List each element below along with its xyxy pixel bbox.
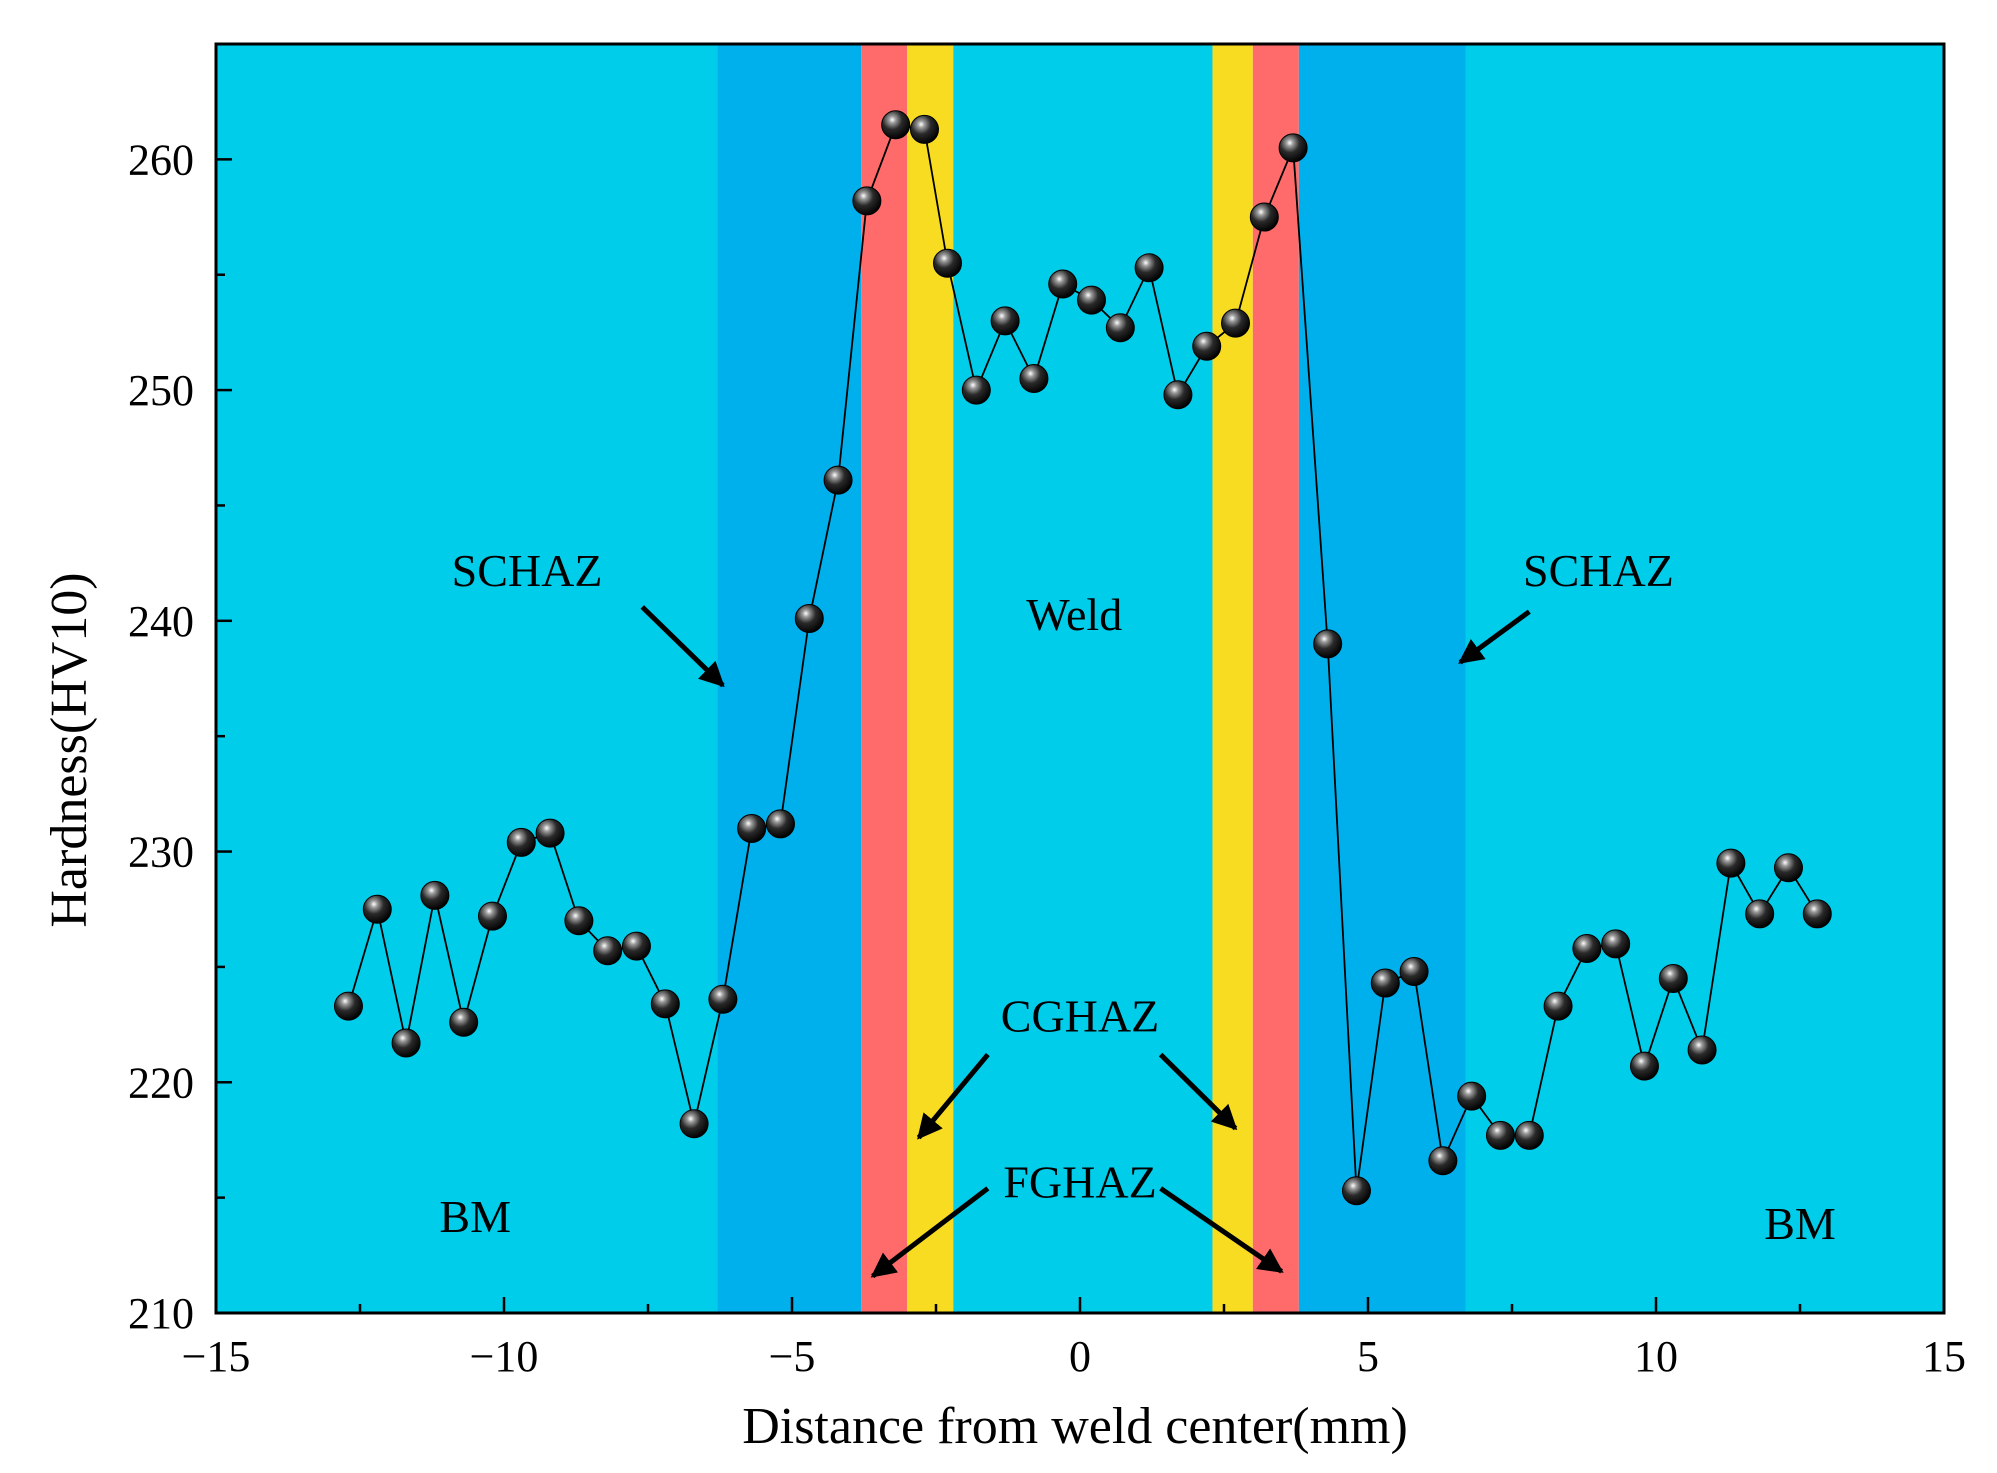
y-tick-label: 210: [128, 1289, 194, 1338]
data-point: [1457, 1081, 1487, 1111]
zone-band-cghaz-5: [1212, 44, 1253, 1313]
arrow-schaz: [640, 605, 725, 688]
x-tick-label: 0: [1069, 1332, 1091, 1381]
data-point: [621, 931, 651, 961]
y-tick-label: 240: [128, 597, 194, 646]
data-point: [1399, 957, 1429, 987]
arrow-fghaz: [870, 1186, 990, 1279]
data-point: [1543, 991, 1573, 1021]
data-point: [1077, 285, 1107, 315]
arrow-fghaz-right: [1159, 1186, 1284, 1274]
data-point: [881, 110, 911, 140]
data-point: [1278, 133, 1308, 163]
x-tick-label: −5: [769, 1332, 816, 1381]
x-tick-label: −10: [470, 1332, 539, 1381]
data-point: [1341, 1176, 1371, 1206]
data-point: [1163, 380, 1193, 410]
data-point: [933, 248, 963, 278]
data-point: [708, 984, 738, 1014]
data-point: [650, 989, 680, 1019]
data-point: [909, 114, 939, 144]
x-axis-title: Distance from weld center(mm): [742, 1398, 1408, 1455]
data-point: [1802, 899, 1832, 929]
arrow-cghaz: [916, 1052, 990, 1140]
zone-band-bm-8: [1465, 44, 1944, 1313]
data-point: [1428, 1146, 1458, 1176]
data-point: [1687, 1035, 1717, 1065]
hardness-series: [333, 110, 1832, 1206]
data-point: [362, 894, 392, 924]
data-point: [1221, 308, 1251, 338]
data-point: [1192, 331, 1222, 361]
data-point: [1716, 848, 1746, 878]
x-tick-label: 5: [1357, 1332, 1379, 1381]
zone-band-fghaz-6: [1252, 44, 1299, 1313]
series-line: [347, 123, 1819, 1191]
data-point: [1019, 364, 1049, 394]
data-point: [420, 880, 450, 910]
data-point: [794, 604, 824, 634]
data-point: [1658, 963, 1688, 993]
data-point: [1105, 313, 1135, 343]
data-point: [1313, 629, 1343, 659]
x-tick-label: −15: [182, 1332, 251, 1381]
data-point: [823, 465, 853, 495]
zone-band-schaz-7: [1298, 44, 1466, 1313]
x-tick-label: 15: [1922, 1332, 1966, 1381]
y-axis-title: Hardness(HV10): [41, 572, 98, 927]
data-point: [1048, 269, 1078, 299]
data-point: [852, 186, 882, 216]
zone-label-schaz: SCHAZ: [1523, 545, 1674, 596]
zone-label-fghaz: FGHAZ: [1003, 1157, 1156, 1208]
zone-band-bm-0: [216, 44, 718, 1313]
data-point: [1601, 929, 1631, 959]
y-tick-label: 220: [128, 1058, 194, 1107]
zone-label-schaz: SCHAZ: [452, 545, 603, 596]
data-point: [990, 306, 1020, 336]
data-point: [679, 1109, 709, 1139]
data-point: [1629, 1051, 1659, 1081]
zone-label-bm: BM: [439, 1191, 511, 1242]
zone-band-fghaz-2: [861, 44, 908, 1313]
zone-label-cghaz: CGHAZ: [1001, 991, 1159, 1042]
y-tick-label: 260: [128, 135, 194, 184]
zone-band-schaz-1: [717, 44, 862, 1313]
data-point: [1370, 968, 1400, 998]
data-point: [1745, 899, 1775, 929]
data-point: [961, 375, 991, 405]
zone-label-weld: Weld: [1026, 589, 1122, 640]
data-point: [593, 936, 623, 966]
annotations: SCHAZ SCHAZ Weld CGHAZ FGHAZ BM BM: [439, 545, 1836, 1279]
data-point: [449, 1007, 479, 1037]
y-tick-label: 230: [128, 828, 194, 877]
data-point: [1485, 1120, 1515, 1150]
data-point: [1514, 1120, 1544, 1150]
data-point: [506, 827, 536, 857]
data-point: [1572, 933, 1602, 963]
y-tick-label: 250: [128, 366, 194, 415]
arrow-schaz: [1458, 609, 1531, 665]
data-point: [391, 1028, 421, 1058]
x-tick-label: 10: [1634, 1332, 1678, 1381]
data-point: [1773, 853, 1803, 883]
data-point: [333, 991, 363, 1021]
data-point: [535, 818, 565, 848]
arrow-cghaz-right: [1158, 1052, 1238, 1131]
data-point: [477, 901, 507, 931]
axes: −15 −10 −5 0 5 10 15 210 220 230 240 250 260: [128, 42, 1966, 1381]
data-point: [1134, 253, 1164, 283]
data-point: [737, 813, 767, 843]
data-point: [1249, 202, 1279, 232]
zone-bands: [216, 44, 1944, 1313]
zone-label-bm: BM: [1764, 1198, 1836, 1249]
zone-band-weld-4: [953, 44, 1213, 1313]
data-point: [765, 809, 795, 839]
data-point: [564, 906, 594, 936]
